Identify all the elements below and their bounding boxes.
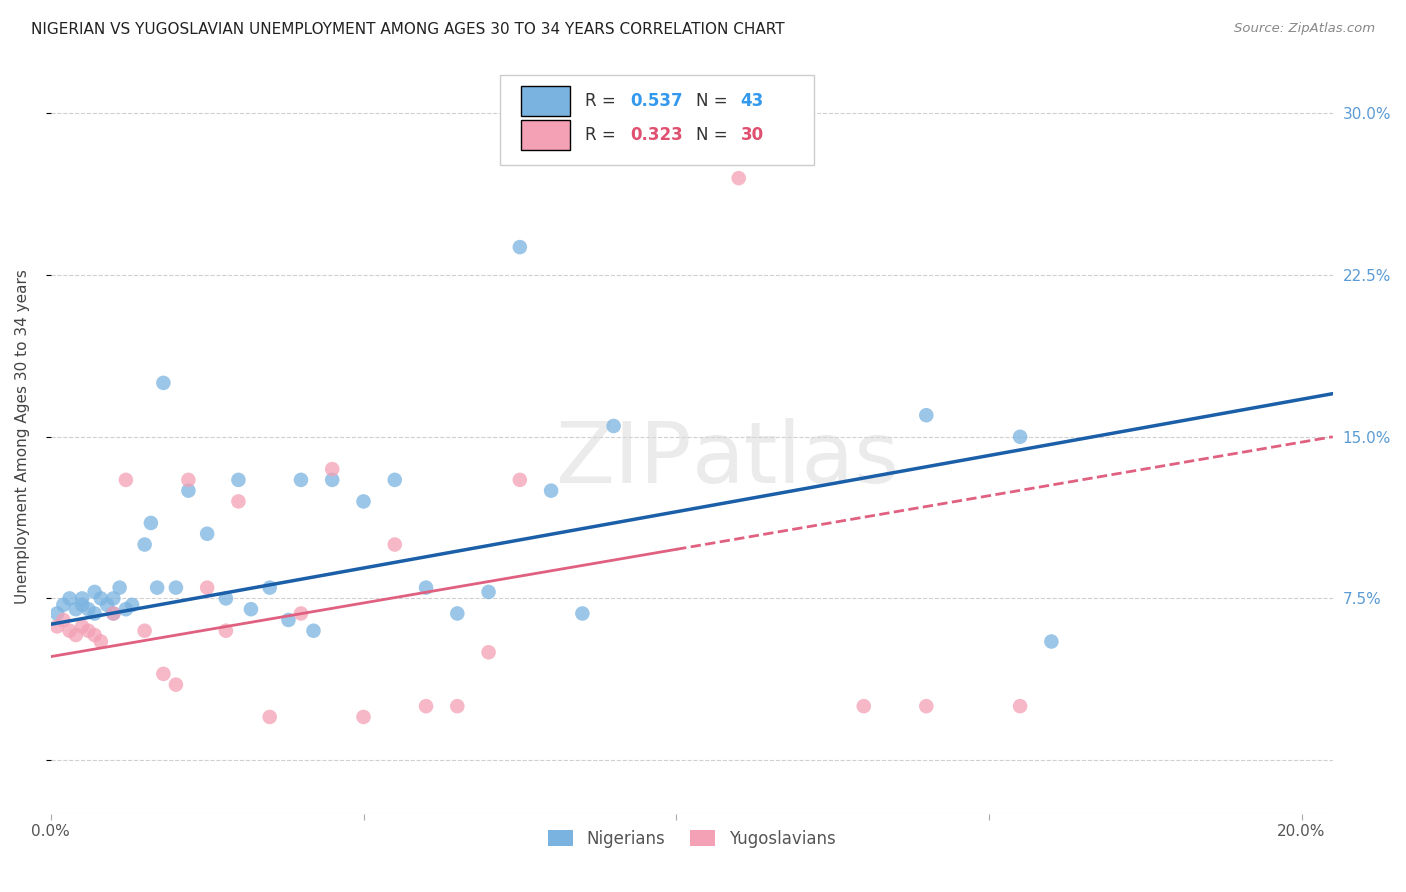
Point <box>96 598 118 612</box>
Point <box>165 581 187 595</box>
Point <box>259 710 281 724</box>
Point <box>415 699 437 714</box>
Point <box>228 494 250 508</box>
Point <box>70 591 93 606</box>
Point <box>83 628 105 642</box>
Point <box>1010 699 1032 714</box>
Point <box>277 613 299 627</box>
Point <box>46 619 69 633</box>
Text: R =: R = <box>585 92 621 110</box>
Point <box>46 607 69 621</box>
Text: N =: N = <box>696 126 733 144</box>
Point <box>58 591 80 606</box>
FancyBboxPatch shape <box>522 86 569 116</box>
Point <box>83 585 105 599</box>
Text: atlas: atlas <box>692 417 900 501</box>
Point <box>353 494 375 508</box>
Point <box>477 585 499 599</box>
Point <box>103 607 125 621</box>
Point <box>290 473 312 487</box>
Text: R =: R = <box>585 126 621 144</box>
Point <box>446 699 468 714</box>
Point <box>177 473 200 487</box>
Point <box>115 473 138 487</box>
Text: 30: 30 <box>741 126 763 144</box>
Point <box>384 473 406 487</box>
Point <box>146 581 169 595</box>
Point <box>321 473 343 487</box>
Point <box>215 624 238 638</box>
Point <box>165 678 187 692</box>
Point <box>477 645 499 659</box>
Legend: Nigerians, Yugoslavians: Nigerians, Yugoslavians <box>541 823 842 855</box>
Point <box>290 607 312 621</box>
Point <box>58 624 80 638</box>
Point <box>152 666 174 681</box>
Point <box>915 699 938 714</box>
Point <box>353 710 375 724</box>
Point <box>852 699 875 714</box>
Point <box>103 591 125 606</box>
Point <box>77 624 100 638</box>
Point <box>90 634 112 648</box>
Point <box>70 619 93 633</box>
Point <box>228 473 250 487</box>
Point <box>571 607 593 621</box>
Point <box>83 607 105 621</box>
Point <box>121 598 143 612</box>
Point <box>239 602 262 616</box>
Point <box>115 602 138 616</box>
Point <box>134 624 156 638</box>
Point <box>302 624 325 638</box>
Point <box>1040 634 1063 648</box>
Point <box>103 607 125 621</box>
Point <box>509 240 531 254</box>
Point <box>259 581 281 595</box>
Point <box>152 376 174 390</box>
Point <box>65 628 87 642</box>
Text: ZIP: ZIP <box>555 417 692 501</box>
Point <box>90 591 112 606</box>
Point <box>415 581 437 595</box>
Point <box>139 516 162 530</box>
Point <box>134 537 156 551</box>
Point <box>915 408 938 422</box>
FancyBboxPatch shape <box>522 120 569 150</box>
Point <box>77 602 100 616</box>
Point <box>65 602 87 616</box>
Text: Source: ZipAtlas.com: Source: ZipAtlas.com <box>1234 22 1375 36</box>
Point <box>1010 430 1032 444</box>
Point <box>70 598 93 612</box>
Text: 43: 43 <box>741 92 763 110</box>
Text: 0.323: 0.323 <box>630 126 683 144</box>
Point <box>52 598 75 612</box>
Point <box>540 483 562 498</box>
Point <box>321 462 343 476</box>
Text: NIGERIAN VS YUGOSLAVIAN UNEMPLOYMENT AMONG AGES 30 TO 34 YEARS CORRELATION CHART: NIGERIAN VS YUGOSLAVIAN UNEMPLOYMENT AMO… <box>31 22 785 37</box>
Point <box>602 419 624 434</box>
Point <box>195 526 218 541</box>
Point <box>384 537 406 551</box>
Point <box>215 591 238 606</box>
Y-axis label: Unemployment Among Ages 30 to 34 years: Unemployment Among Ages 30 to 34 years <box>15 269 30 604</box>
FancyBboxPatch shape <box>499 75 814 165</box>
Point <box>509 473 531 487</box>
Point <box>727 171 749 186</box>
Point <box>52 613 75 627</box>
Text: N =: N = <box>696 92 733 110</box>
Point <box>177 483 200 498</box>
Point <box>195 581 218 595</box>
Text: 0.537: 0.537 <box>630 92 683 110</box>
Point <box>446 607 468 621</box>
Point <box>108 581 131 595</box>
